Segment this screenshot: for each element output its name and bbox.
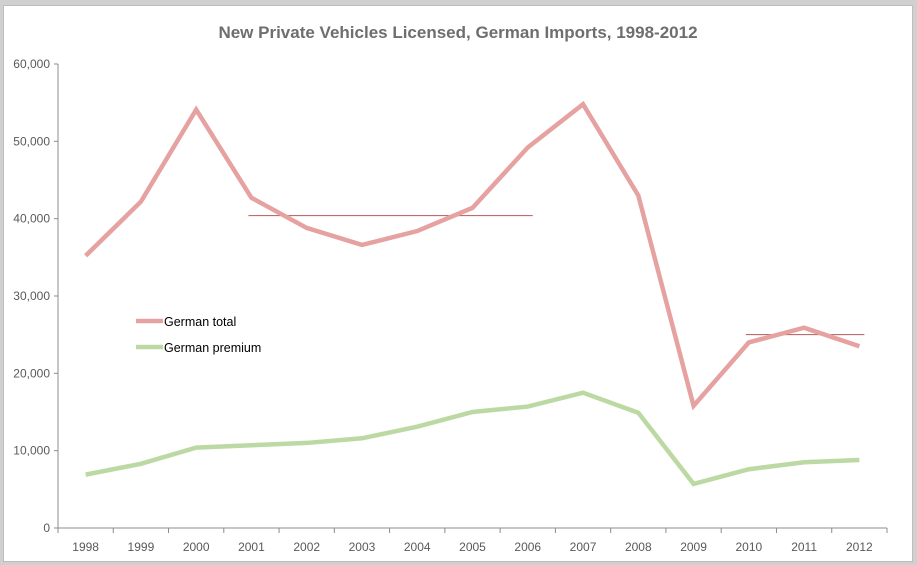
x-tick-label: 1998 [72, 540, 99, 554]
y-tick-label: 50,000 [13, 134, 50, 148]
y-tick-label: 40,000 [13, 212, 50, 226]
x-tick-label: 2010 [735, 540, 762, 554]
y-tick-label: 20,000 [13, 366, 50, 380]
y-tick-label: 30,000 [13, 289, 50, 303]
x-tick-label: 2012 [846, 540, 873, 554]
y-tick-label: 60,000 [13, 57, 50, 71]
x-tick-label: 2001 [238, 540, 265, 554]
legend-label: German premium [164, 341, 261, 355]
x-tick-label: 2009 [680, 540, 707, 554]
x-tick-label: 2005 [459, 540, 486, 554]
y-tick-label: 0 [43, 521, 50, 535]
x-tick-label: 2011 [791, 540, 817, 554]
x-tick-label: 2006 [514, 540, 541, 554]
x-tick-label: 2003 [349, 540, 376, 554]
y-tick-label: 10,000 [13, 444, 50, 458]
x-tick-label: 1999 [128, 540, 155, 554]
x-tick-label: 2000 [183, 540, 210, 554]
series-line-german-premium [85, 390, 860, 487]
x-tick-label: 2008 [625, 540, 652, 554]
x-tick-label: 2007 [570, 540, 597, 554]
x-tick-label: 2002 [293, 540, 320, 554]
x-tick-label: 2004 [404, 540, 431, 554]
series-line-german-total [84, 100, 861, 411]
legend-label: German total [164, 315, 236, 329]
chart-title: New Private Vehicles Licensed, German Im… [218, 23, 697, 42]
